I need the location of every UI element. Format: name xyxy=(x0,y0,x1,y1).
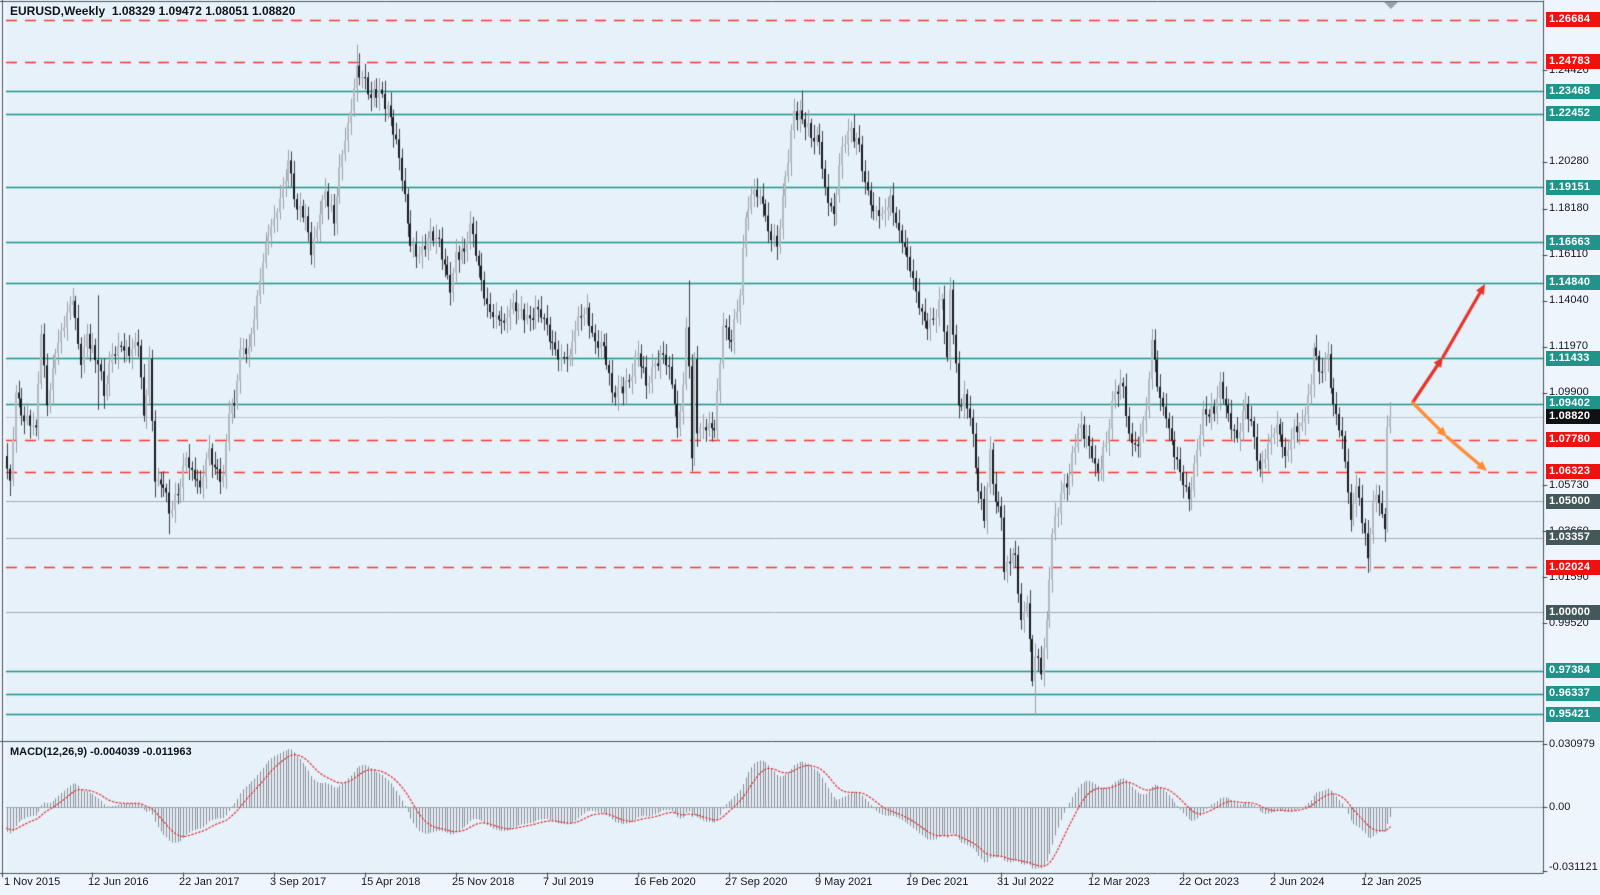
date-tick-label: 1 Nov 2015 xyxy=(4,876,61,888)
price-level-badge: 1.23468 xyxy=(1546,83,1600,99)
current-price-badge: 1.08820 xyxy=(1546,409,1600,424)
date-tick-label: 12 Jun 2016 xyxy=(88,876,149,888)
date-tick-label: 7 Jul 2019 xyxy=(543,876,594,888)
price-level-badge: 1.09402 xyxy=(1546,396,1600,412)
date-tick-label: 31 Jul 2022 xyxy=(997,876,1054,888)
price-level-badge: 1.02024 xyxy=(1546,559,1600,575)
price-tick-label: 1.14040 xyxy=(1549,294,1589,307)
price-level-badge: 1.14840 xyxy=(1546,275,1600,291)
price-axis[interactable]: 1.24420 1.20280 1.18180 1.16110 1.14040 1.119… xyxy=(1543,0,1600,873)
date-tick-label: 22 Oct 2023 xyxy=(1179,876,1239,888)
price-level-badge: 1.24783 xyxy=(1546,54,1600,70)
date-tick-label: 19 Dec 2021 xyxy=(906,876,969,888)
date-tick-label: 2 Jun 2024 xyxy=(1270,876,1325,888)
price-tick-label: 1.11970 xyxy=(1549,340,1588,353)
price-tick-label: 1.16110 xyxy=(1549,248,1588,261)
date-tick-label: 12 Mar 2023 xyxy=(1088,876,1150,888)
macd-scale-label: -0.031121 xyxy=(1549,860,1598,873)
price-tick-label: 1.20280 xyxy=(1549,155,1589,168)
price-tick-label: 1.09900 xyxy=(1549,386,1589,399)
price-level-badge: 1.07780 xyxy=(1546,432,1600,448)
macd-scale-label: 0.00 xyxy=(1549,800,1571,813)
price-tick-label: 1.05730 xyxy=(1549,478,1589,491)
price-level-badge: 1.06323 xyxy=(1546,464,1600,480)
time-axis[interactable]: 1 Nov 2015 12 Jun 2016 22 Jan 2017 3 Sep 20… xyxy=(0,873,1600,895)
price-level-badge: 1.16663 xyxy=(1546,234,1600,250)
price-level-badge: 0.96337 xyxy=(1546,686,1600,702)
date-tick-label: 27 Sep 2020 xyxy=(725,876,788,888)
price-level-badge: 1.05000 xyxy=(1546,493,1600,509)
date-tick-label: 15 Apr 2018 xyxy=(361,876,421,888)
date-tick-label: 25 Nov 2018 xyxy=(452,876,515,888)
price-level-badge: 1.11433 xyxy=(1546,350,1600,366)
symbol-ohlc-label: EURUSD,Weekly 1.08329 1.09472 1.08051 1.… xyxy=(10,4,296,18)
price-level-badge: 1.26684 xyxy=(1546,12,1600,28)
date-tick-label: 22 Jan 2017 xyxy=(179,876,240,888)
price-level-badge: 1.03357 xyxy=(1546,530,1600,546)
date-tick-label: 16 Feb 2020 xyxy=(634,876,696,888)
date-tick-label: 3 Sep 2017 xyxy=(270,876,327,888)
macd-scale-label: 0.030979 xyxy=(1549,737,1595,750)
price-level-badge: 1.19151 xyxy=(1546,179,1600,195)
price-level-badge: 1.00000 xyxy=(1546,604,1600,620)
macd-indicator-label: MACD(12,26,9) -0.004039 -0.011963 xyxy=(10,746,192,758)
price-tick-label: 1.18180 xyxy=(1549,202,1589,215)
price-level-badge: 0.97384 xyxy=(1546,663,1600,678)
price-level-badge: 1.22452 xyxy=(1546,106,1600,122)
price-level-badge: 0.95421 xyxy=(1546,706,1600,722)
date-tick-label: 9 May 2021 xyxy=(815,876,873,888)
date-tick-label: 12 Jan 2025 xyxy=(1361,876,1422,888)
